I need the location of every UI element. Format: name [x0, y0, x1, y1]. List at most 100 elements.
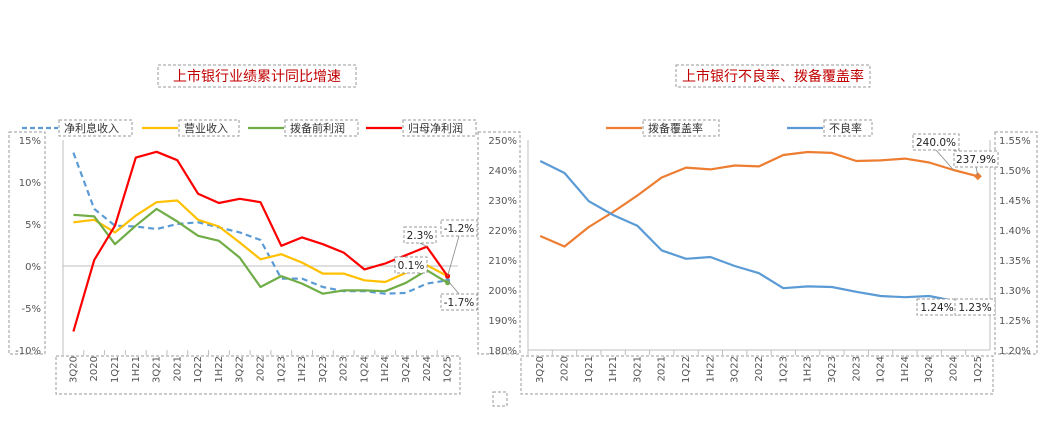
right-x-tick-label: 3Q24: [924, 356, 935, 383]
left-data-label: -1.2%: [444, 223, 474, 235]
left-x-tick-label: 1Q24: [359, 356, 370, 383]
left-y-tick-label: 5%: [25, 220, 41, 231]
left-y-tick-label: -10%: [15, 346, 41, 357]
right-right-tick-label: 1.55%: [999, 136, 1031, 147]
left-x-tick-label: 2023: [339, 356, 350, 381]
left-data-label-box: [440, 219, 478, 237]
legend-label-net-profit: 归母净利润: [408, 121, 463, 135]
right-x-tick-label: 2024: [949, 356, 960, 381]
right-data-label: 1.23%: [958, 302, 991, 314]
right-x-tick-label: 1Q25: [973, 356, 984, 383]
right-x-tick-label: 1H24: [900, 356, 911, 383]
left-series-line-1: [73, 199, 449, 284]
left-y-tick-box: [8, 131, 46, 355]
left-data-label: 2.3%: [407, 230, 434, 242]
right-left-tick-box: [477, 131, 521, 355]
labels-layer: 2.3% -1.2% 0.1% -1.7% 240.0%237.9% 1.24% 1.23%: [394, 133, 999, 316]
legend-box: [178, 119, 240, 137]
left-data-label-box: [403, 226, 437, 244]
left-x-tick-label: 2021: [172, 356, 183, 381]
left-x-tick-label: 1H21: [131, 356, 142, 383]
right-right-tick-box: [994, 131, 1038, 355]
right-left-tick-label: 220%: [488, 226, 517, 237]
right-left-tick-label: 190%: [488, 316, 517, 327]
right-right-tick-label: 1.50%: [999, 166, 1031, 177]
left-data-label-box: [394, 256, 428, 274]
right-left-tick-label: 200%: [488, 286, 517, 297]
right-chart-title: 上市银行不良率、拨备覆盖率: [682, 68, 864, 85]
left-data-label-leader: [447, 280, 460, 295]
legend-label-coverage: 拨备覆盖率: [648, 121, 703, 135]
legend-label-revenue: 营业收入: [184, 121, 228, 135]
right-left-tick-label: 240%: [488, 166, 517, 177]
right-x-tick-label: 1H23: [803, 356, 814, 383]
right-data-label-box: [954, 298, 996, 316]
right-right-tick-label: 1.30%: [999, 286, 1031, 297]
right-left-tick-label: 230%: [488, 196, 517, 207]
left-x-tick-label: 1Q21: [110, 356, 121, 383]
right-series-line-1: [539, 160, 978, 307]
right-x-tick-label: 3Q21: [632, 356, 643, 383]
left-x-tick-label: 1H24: [380, 356, 391, 383]
left-data-label-leader: [419, 242, 428, 248]
right-left-tick-label: 250%: [488, 136, 517, 147]
left-x-tick-label: 2024: [422, 356, 433, 381]
left-chart-title: 上市银行业绩累计同比增速: [173, 68, 341, 85]
right-x-tick-label: 2020: [559, 356, 570, 381]
axes-layer: 15% 10% 5% 0% -5% -10% 3Q20 2020 1Q21 1H21 3Q21 202…: [8, 131, 1038, 395]
right-data-label-leader: [975, 166, 979, 177]
right-x-tick-label: 1H21: [608, 356, 619, 383]
right-data-label-leader: [935, 149, 954, 171]
left-data-label-box: [440, 293, 478, 311]
legend-box: [284, 119, 359, 137]
right-x-tick-label: 1Q24: [876, 356, 887, 383]
left-y-tick-label: -5%: [22, 304, 41, 315]
left-series-line-3: [72, 150, 449, 332]
right-x-tick-label: 1Q22: [681, 356, 692, 383]
right-x-tick-label: 3Q22: [730, 356, 741, 383]
left-x-tick-box: [55, 355, 461, 395]
legend-label-ppop: 拨备前利润: [290, 121, 345, 135]
left-series-line-0: [72, 152, 448, 295]
left-x-tick-label: 2022: [256, 356, 267, 381]
right-x-tick-label: 2021: [657, 356, 668, 381]
legend-label-net-interest: 净利息收入: [64, 121, 119, 135]
left-x-tick-label: 3Q23: [318, 356, 329, 383]
left-y-tick-label: 0%: [25, 262, 41, 273]
right-legend: 拨备覆盖率 不良率: [606, 119, 873, 137]
left-x-tick-label: 3Q21: [152, 356, 163, 383]
left-series-line-2: [73, 207, 449, 295]
left-x-tick-label: 2020: [89, 356, 100, 381]
right-series-line-0: [539, 150, 979, 248]
right-x-tick-label: 2023: [851, 356, 862, 381]
left-x-tick-label: 1Q22: [193, 356, 204, 383]
right-right-tick-label: 1.45%: [999, 196, 1031, 207]
left-x-tick-label: 3Q22: [235, 356, 246, 383]
right-x-tick-label: 1Q23: [778, 356, 789, 383]
right-x-tick-label: 1H22: [705, 356, 716, 383]
left-x-tick-label: 3Q24: [401, 356, 412, 383]
left-legend: 净利息收入 营业收入 拨备前利润 归母净利润: [22, 119, 477, 137]
series-layer: [72, 150, 982, 332]
right-right-tick-label: 1.25%: [999, 316, 1031, 327]
right-data-label-box: [953, 150, 999, 168]
right-data-label-box: [912, 133, 960, 151]
right-right-tick-label: 1.35%: [999, 256, 1031, 267]
right-data-label: 1.24%: [920, 302, 953, 314]
right-x-tick-label: 2022: [754, 356, 765, 381]
right-right-tick-label: 1.40%: [999, 226, 1031, 237]
legend-box: [823, 119, 873, 137]
left-data-label-leader: [447, 235, 460, 277]
left-x-tick-label: 1Q25: [443, 356, 454, 383]
left-data-label: -1.7%: [444, 297, 474, 309]
left-x-tick-label: 1H22: [214, 356, 225, 383]
right-x-tick-box: [520, 355, 994, 395]
left-y-tick-label: 10%: [19, 178, 41, 189]
legend-box: [58, 119, 133, 137]
right-x-tick-label: 3Q23: [827, 356, 838, 383]
right-left-tick-label: 180%: [488, 346, 517, 357]
legend-box: [642, 119, 720, 137]
left-x-tick-label: 1Q23: [276, 356, 287, 383]
right-data-label: 240.0%: [916, 137, 956, 149]
